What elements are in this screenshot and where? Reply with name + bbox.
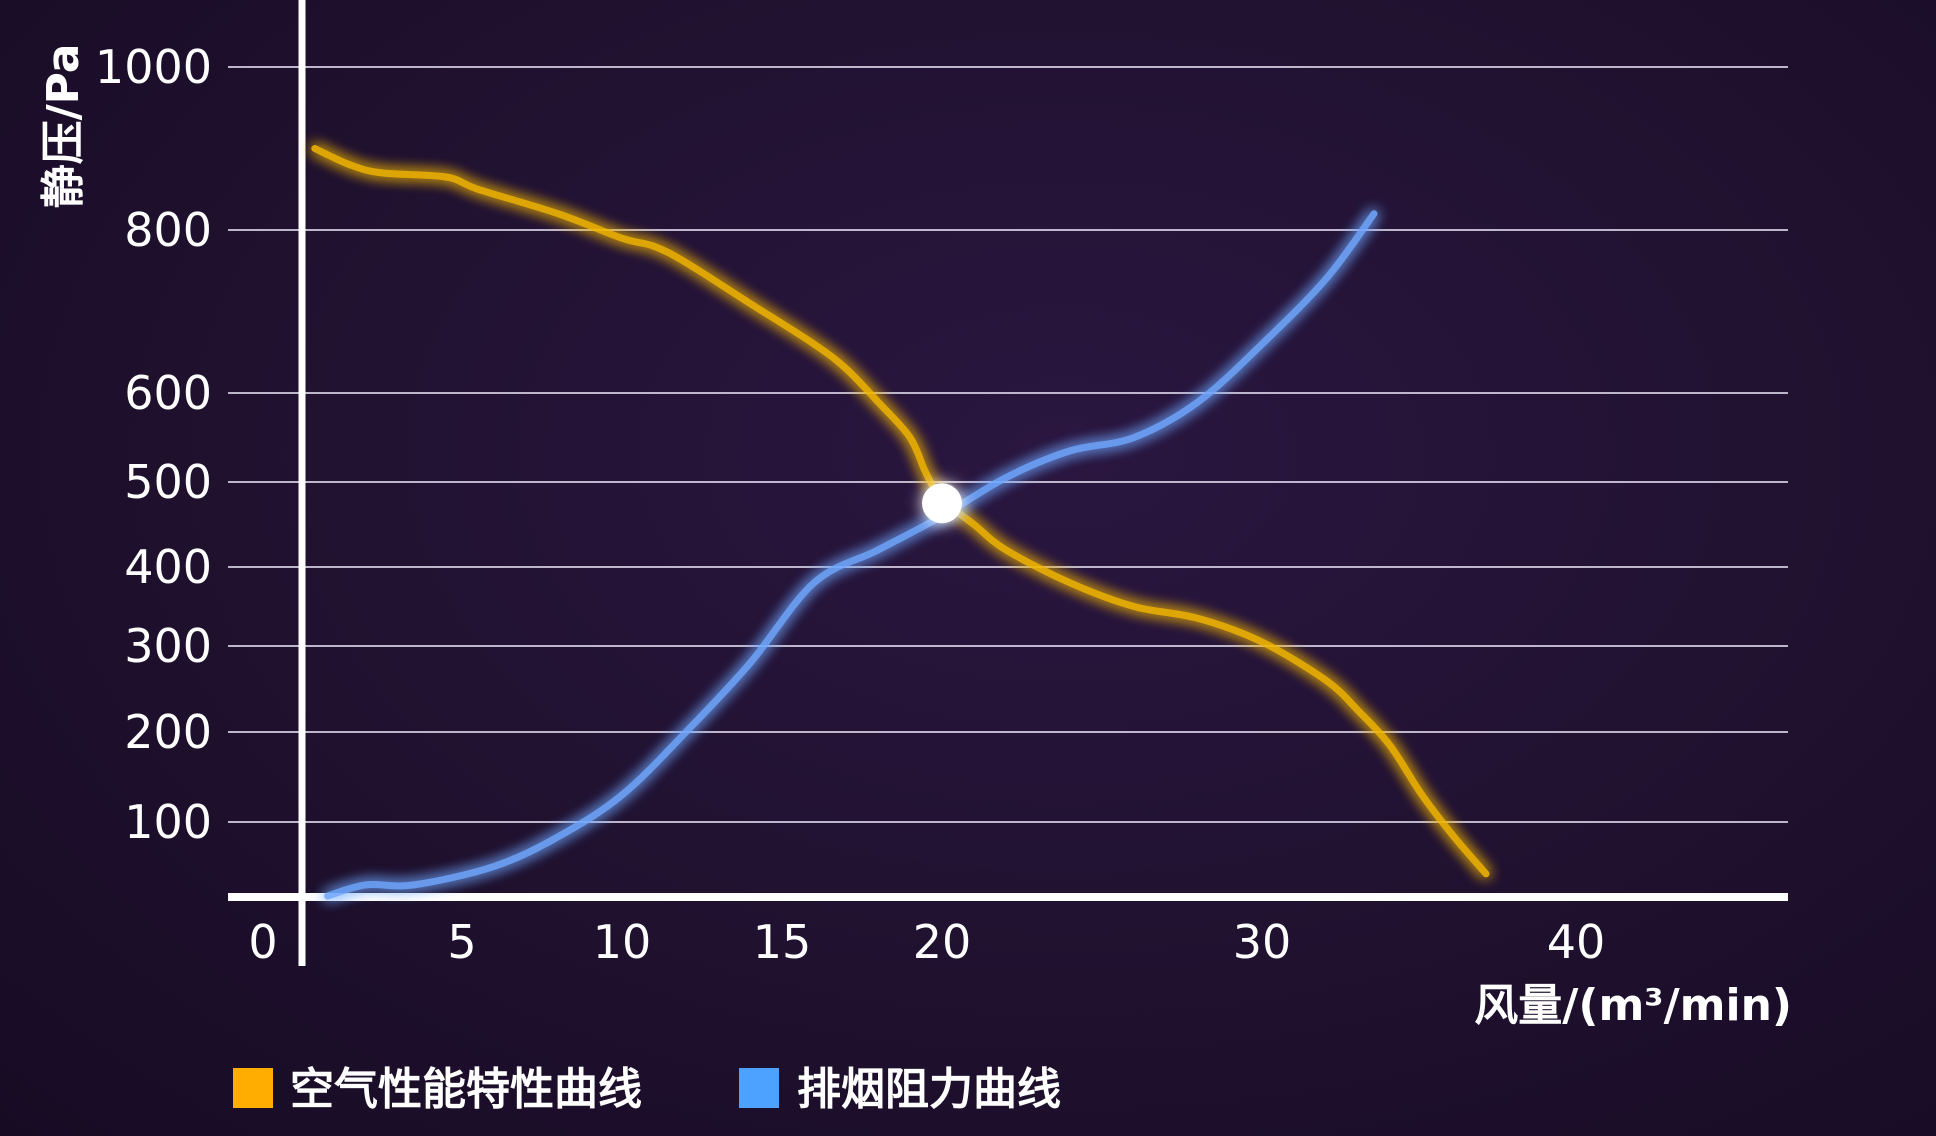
y-tick-label-100: 100: [124, 795, 212, 849]
series-line-air-performance: [311, 145, 1490, 878]
x-tick-labels: 0 5 10 15 20 30 40: [248, 915, 1605, 969]
legend-label-smoke-resistance: 排烟阻力曲线: [797, 1064, 1061, 1115]
operating-point-guides: [309, 483, 962, 891]
legend-swatch-smoke-resistance: [739, 1068, 779, 1108]
y-tick-label-500: 500: [124, 455, 212, 509]
x-tick-label-20: 20: [913, 915, 972, 969]
x-tick-label-30: 30: [1233, 915, 1292, 969]
y-tick-label-200: 200: [124, 705, 212, 759]
x-tick-label-15: 15: [753, 915, 812, 969]
legend-label-air-performance: 空气性能特性曲线: [290, 1064, 642, 1115]
x-tick-label-5: 5: [447, 915, 476, 969]
operating-point-marker: [922, 483, 962, 524]
x-tick-label-0: 0: [248, 915, 277, 969]
x-tick-label-10: 10: [593, 915, 652, 969]
y-tick-label-600: 600: [124, 366, 212, 420]
y-axis-label: 静压/Pa: [38, 44, 89, 209]
y-tick-label-300: 300: [124, 619, 212, 673]
legend: 空气性能特性曲线 排烟阻力曲线: [233, 1064, 1061, 1115]
y-tick-label-1000: 1000: [95, 40, 212, 94]
series-lines: [311, 145, 1490, 900]
x-axis-label: 风量/(m³/min): [1474, 980, 1792, 1031]
series-line-smoke-resistance: [324, 210, 1378, 900]
legend-swatch-air-performance: [233, 1068, 273, 1108]
y-tick-labels: 100 200 300 400 500 600 800 1000: [95, 40, 212, 849]
x-tick-label-40: 40: [1547, 915, 1606, 969]
y-tick-label-400: 400: [124, 540, 212, 594]
y-tick-label-800: 800: [124, 203, 212, 257]
grid-lines: [228, 66, 1788, 823]
